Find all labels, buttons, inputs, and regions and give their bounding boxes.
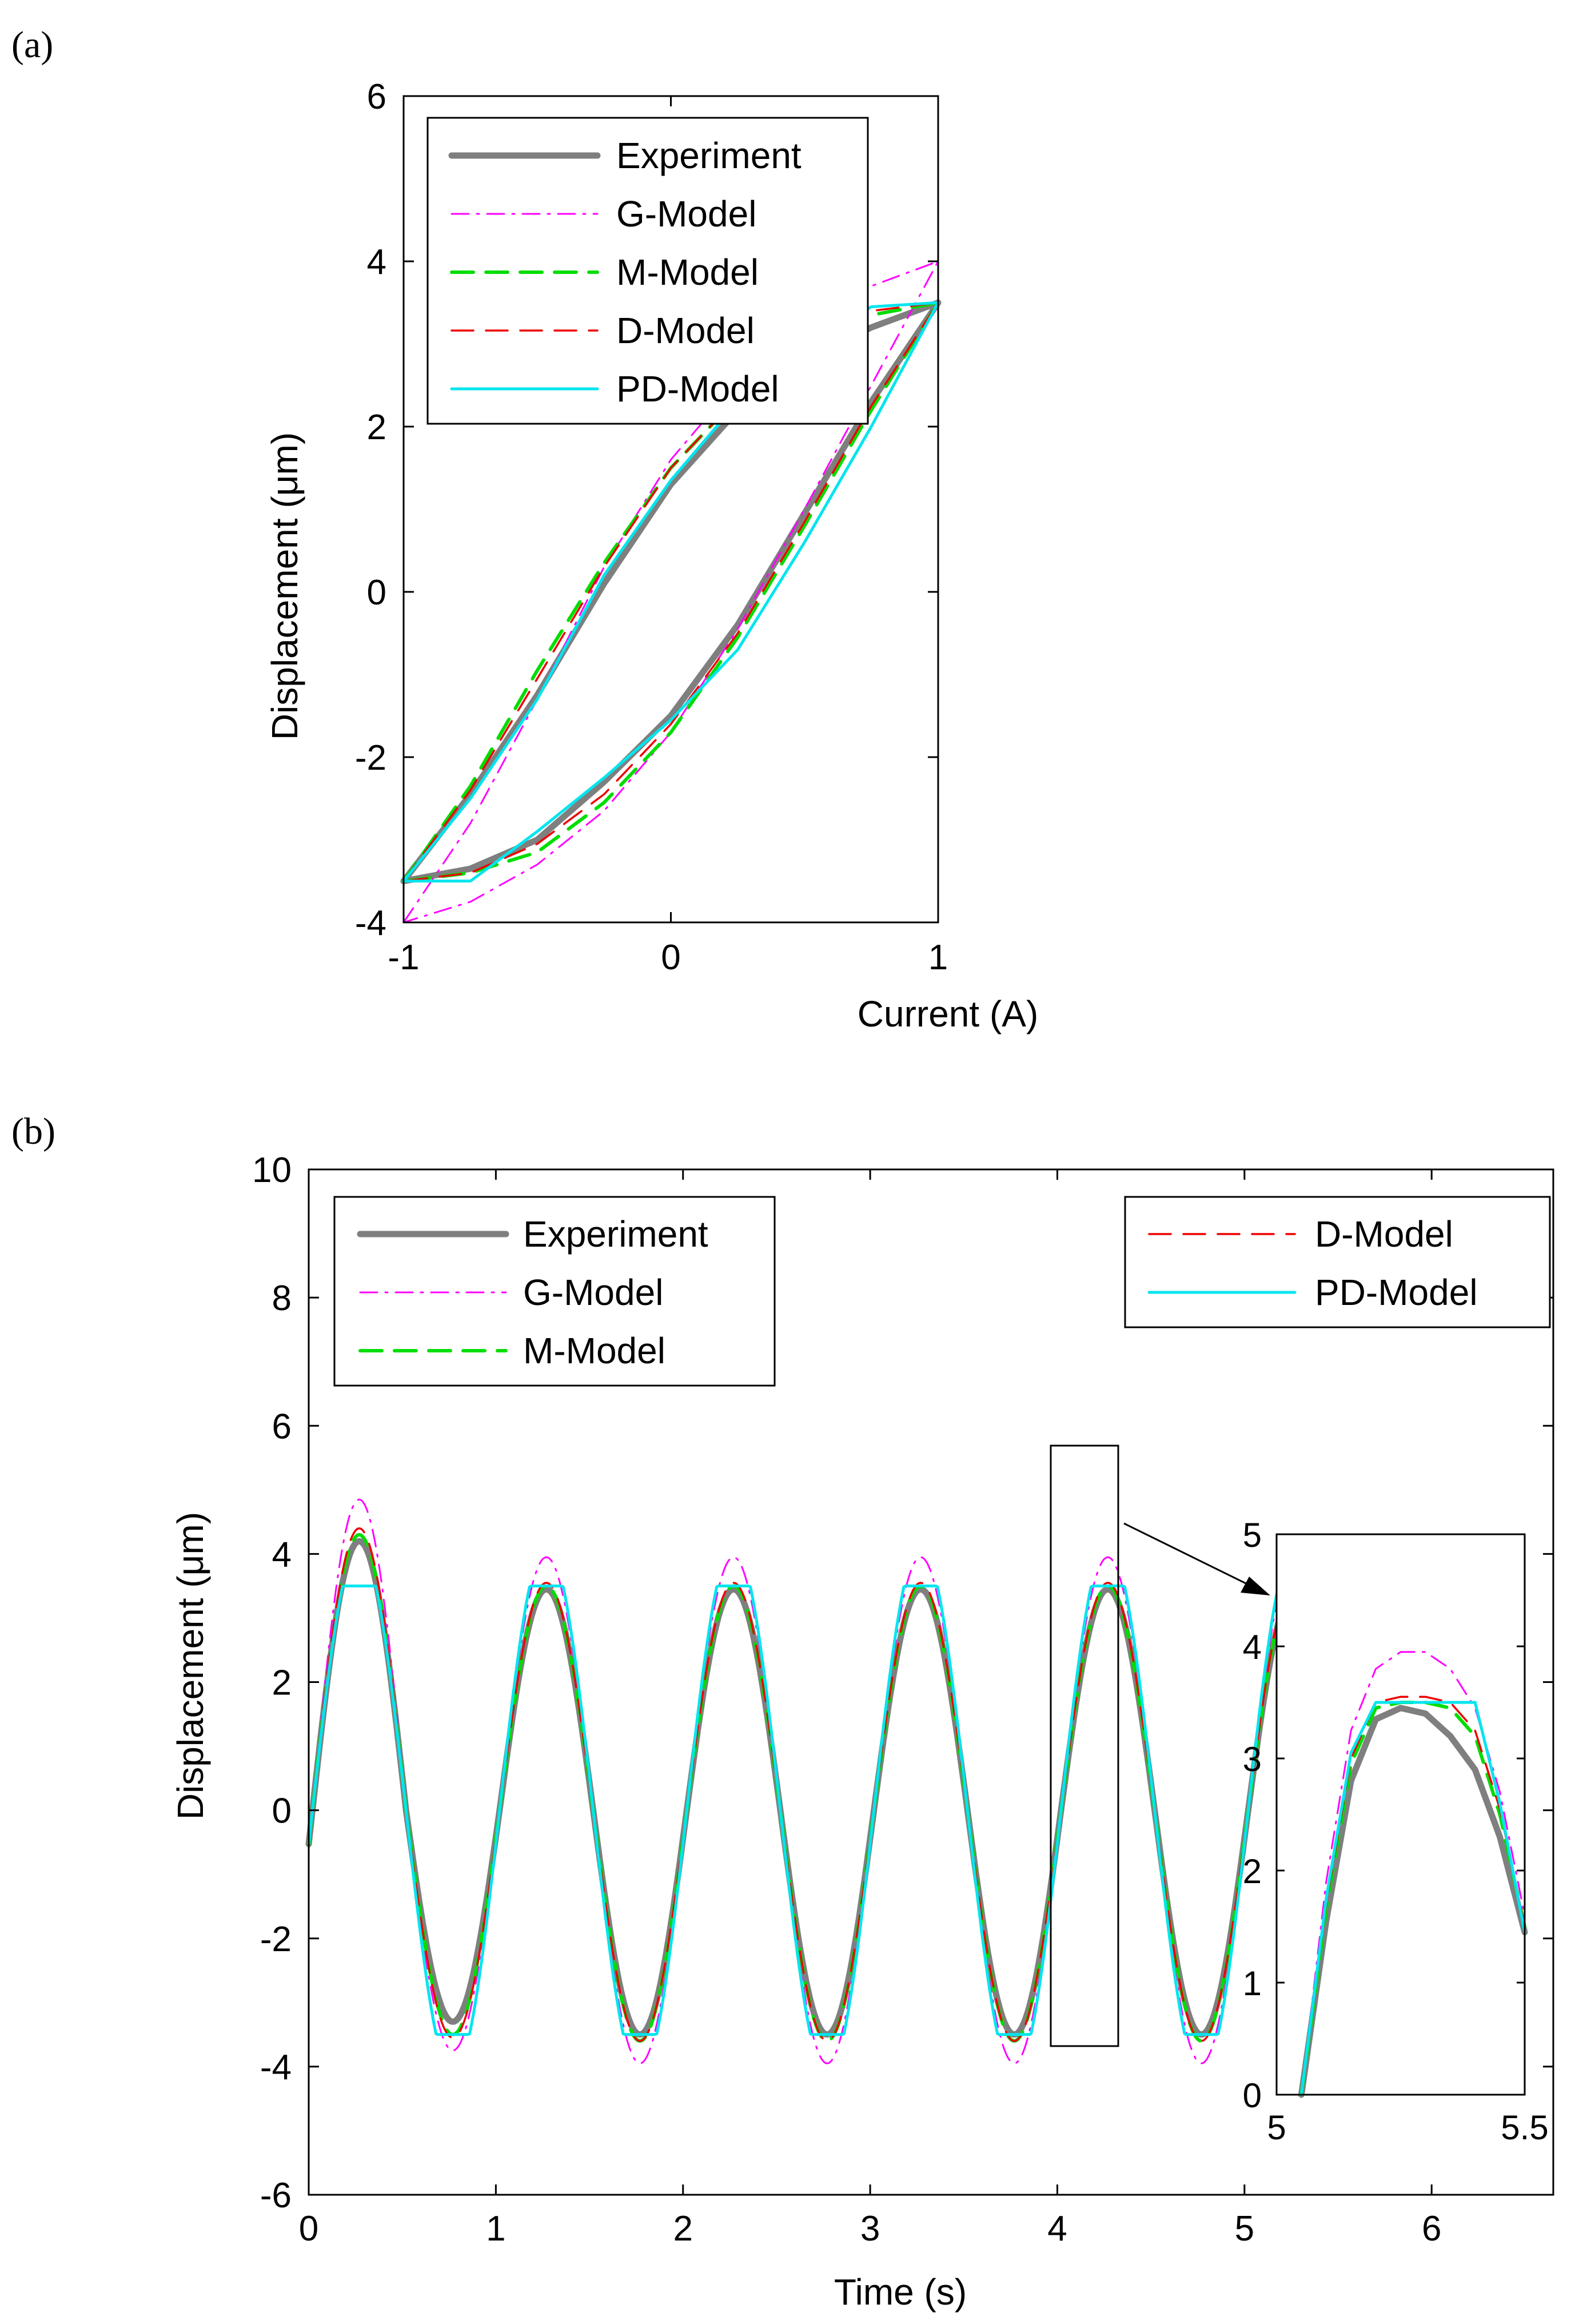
b-ytick-label: 10 (252, 1151, 292, 1190)
b-xtick-label: 2 (673, 2209, 692, 2249)
legend-b-right-label-d-model: D-Model (1315, 1213, 1453, 1255)
chart-a-ticks: -1 0 1 -4 -2 0 2 4 6 (355, 77, 948, 977)
series-b-g-model (308, 1498, 1433, 2064)
inset-xtick-label: 5 (1267, 2108, 1286, 2147)
inset-ytick-label: 5 (1243, 1516, 1262, 1554)
series-a-m-model (402, 301, 940, 883)
legend-b-left-label-experiment: Experiment (523, 1213, 708, 1255)
panel-label-b: (b) (11, 1111, 55, 1152)
b-xtick-label: 1 (486, 2209, 505, 2249)
chart-a: -1 0 1 -4 -2 0 2 4 6 Current (A) Displacement (μ… (264, 77, 1038, 1034)
inset-ytick-label: 3 (1243, 1740, 1262, 1778)
a-xtick-label: -1 (388, 938, 419, 977)
a-ytick-label: 0 (367, 573, 386, 612)
series-inset-d-model (1300, 1696, 1526, 2096)
chart-a-xlabel: Current (A) (858, 993, 1039, 1034)
b-ytick-label: 2 (272, 1664, 292, 1703)
legend-a-label-g-model: G-Model (616, 193, 756, 234)
zoom-box (1050, 1444, 1119, 2047)
series-inset-experiment (1298, 1705, 1528, 2098)
inset-series (1298, 1651, 1528, 2098)
chart-b-legend-left: Experiment G-Model M-Model (333, 1196, 776, 1387)
b-ytick-label: 0 (272, 1792, 292, 1831)
b-xtick-label: 6 (1422, 2209, 1441, 2249)
b-xtick-label: 4 (1047, 2209, 1067, 2249)
chart-a-legend: Experiment G-Model M-Model D-Model PD-Model (426, 117, 869, 425)
b-xtick-label: 3 (860, 2209, 880, 2249)
inset-ticks: 5 5.5 0 1 2 3 4 5 (1243, 1516, 1549, 2147)
series-a-g-model (402, 260, 939, 924)
series-b-pd-model (307, 1584, 1433, 2036)
chart-b-ylabel: Displacement (μm) (170, 1512, 211, 1820)
inset-frame (1275, 1533, 1526, 2096)
b-xtick-label: 0 (299, 2209, 318, 2249)
chart-a-ylabel: Displacement (μm) (264, 432, 305, 740)
zoom-arrow (1123, 1522, 1265, 1594)
inset-chart: 5 5.5 0 1 2 3 4 5 (1243, 1516, 1549, 2147)
panel-label-a: (a) (11, 24, 53, 66)
chart-b-legend-right-box (1124, 1196, 1551, 1328)
series-b-d-model (308, 1527, 1433, 2042)
inset-xtick-label: 5.5 (1501, 2108, 1548, 2147)
legend-a-label-experiment: Experiment (616, 135, 802, 176)
b-ytick-label: -6 (260, 2176, 292, 2215)
legend-a-label-d-model: D-Model (616, 310, 755, 351)
b-xtick-label: 5 (1235, 2209, 1254, 2249)
series-a-d-model (402, 301, 939, 882)
a-ytick-label: 2 (367, 408, 386, 447)
legend-a-label-pd-model: PD-Model (616, 368, 779, 409)
inset-ytick-label: 4 (1243, 1628, 1262, 1666)
inset-ytick-label: 2 (1243, 1852, 1262, 1891)
b-ytick-label: 4 (272, 1535, 292, 1574)
a-ytick-label: -2 (355, 738, 386, 778)
b-ytick-label: -4 (260, 2048, 292, 2087)
a-ytick-label: 4 (367, 242, 386, 282)
b-ytick-label: 6 (272, 1407, 292, 1446)
a-ytick-label: 6 (367, 77, 386, 117)
legend-b-left-label-g-model: G-Model (523, 1272, 663, 1313)
inset-ytick-label: 0 (1243, 2076, 1262, 2115)
inset-ytick-label: 1 (1243, 1964, 1262, 2003)
chart-b-legend-right: D-Model PD-Model (1124, 1196, 1551, 1328)
inset-background (1277, 1534, 1525, 2095)
a-ytick-label: -4 (355, 904, 386, 943)
legend-b-left-label-m-model: M-Model (523, 1330, 665, 1371)
zoom-arrowhead (1241, 1577, 1270, 1595)
chart-b-xlabel: Time (s) (834, 2271, 967, 2313)
legend-b-right-label-pd-model: PD-Model (1315, 1272, 1478, 1313)
a-xtick-label: 1 (928, 938, 948, 977)
chart-b-series (305, 1498, 1435, 2064)
b-ytick-label: 8 (272, 1279, 292, 1318)
a-xtick-label: 0 (661, 938, 680, 977)
series-inset-pd-model (1299, 1701, 1526, 2096)
legend-a-label-m-model: M-Model (616, 252, 759, 293)
b-ytick-label: -2 (260, 1920, 292, 1959)
chart-b-legend-left-box (333, 1196, 776, 1387)
